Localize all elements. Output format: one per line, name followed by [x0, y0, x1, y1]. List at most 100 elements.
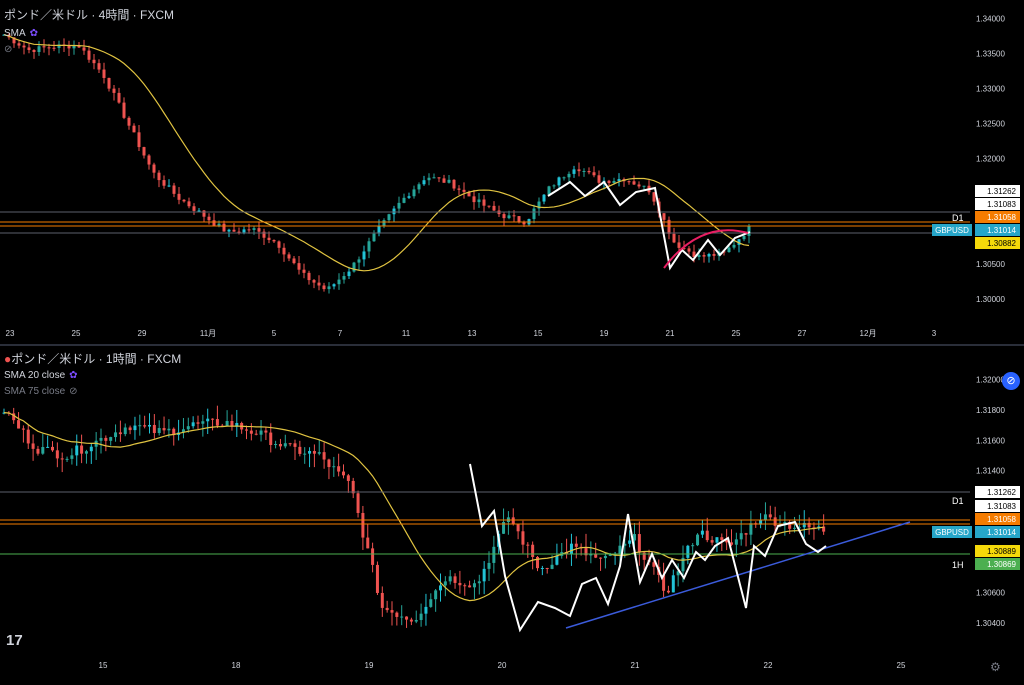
candle-body: [618, 545, 622, 555]
candle-body: [128, 427, 132, 431]
candle-body: [453, 576, 457, 583]
candle-body: [734, 539, 738, 545]
candle-body: [687, 248, 691, 252]
candle-body: [414, 620, 418, 622]
sma-line: [3, 34, 750, 272]
candle-body: [201, 421, 205, 424]
candle-body: [477, 581, 481, 584]
x-tick-label: 27: [798, 329, 807, 338]
y-tick-label: 1.31800: [976, 406, 1005, 415]
candle-body: [672, 233, 676, 243]
drawing-tool-icon[interactable]: ⊘: [1002, 372, 1020, 390]
candle-body: [725, 539, 729, 543]
y-tick-label: 1.30600: [976, 588, 1005, 597]
candle-body: [707, 254, 711, 257]
y-tick-label: 1.32000: [976, 375, 1005, 384]
x-tick-label: 19: [365, 661, 374, 670]
chart-title-1h: ●ポンド／米ドル · 1時間 · FXCM: [4, 352, 182, 366]
candle-body: [686, 545, 690, 558]
candle-body: [143, 425, 147, 427]
settings-icon[interactable]: ✿: [29, 28, 39, 39]
candle-body: [262, 231, 266, 238]
eye-hidden-icon[interactable]: ⊘: [69, 386, 78, 397]
candle-body: [417, 184, 421, 190]
candle-body: [167, 185, 171, 187]
candle-body: [272, 240, 276, 242]
candle-body: [385, 607, 389, 611]
candle-body: [52, 47, 56, 49]
candle-body: [259, 430, 263, 435]
candle-body: [277, 241, 281, 248]
x-tick-label: 19: [600, 329, 609, 338]
chart-pane-4h[interactable]: 1.340001.335001.330001.325001.320001.315…: [0, 0, 1024, 345]
candle-body: [482, 199, 486, 206]
candle-body: [342, 471, 345, 476]
indicator-sma75-1h[interactable]: SMA 75 close ⊘: [4, 386, 78, 397]
candle-body: [467, 191, 471, 197]
candle-body: [152, 164, 156, 173]
indicator-label: SMA 20 close: [4, 370, 66, 381]
chart-4h-canvas[interactable]: 1.340001.335001.330001.325001.320001.315…: [0, 0, 1024, 345]
candle-body: [377, 226, 381, 234]
y-tick-label: 1.30400: [976, 619, 1005, 628]
chart-pane-1h[interactable]: 1.32000 1.31800 1.31600 1.31400 1.30600 1.304…: [0, 346, 1024, 685]
candle-body: [127, 117, 131, 126]
candle-body: [407, 196, 411, 198]
candle-body: [452, 179, 456, 189]
candle-body: [587, 171, 591, 173]
candle-body: [597, 175, 601, 183]
candle-body: [227, 229, 231, 232]
x-tick-label: 12月: [860, 329, 877, 338]
candle-body: [267, 237, 271, 241]
candle-body: [700, 530, 704, 535]
candle-body: [317, 282, 321, 286]
candle-body: [337, 466, 341, 472]
indicator-sma20-1h[interactable]: SMA 20 close ✿: [4, 370, 78, 381]
price-tag-label: 1.31014: [987, 226, 1016, 235]
candle-body: [99, 437, 103, 441]
candle-body: [652, 192, 656, 202]
settings-icon[interactable]: ✿: [69, 370, 78, 381]
candle-body: [807, 522, 811, 528]
candle-body: [517, 216, 521, 222]
candle-body: [104, 437, 108, 441]
chart-1h-canvas[interactable]: 1.32000 1.31800 1.31600 1.31400 1.30600 1.304…: [0, 346, 1024, 685]
candle-body: [142, 147, 146, 156]
candle-body: [192, 206, 196, 211]
candle-body: [550, 564, 554, 569]
y-tick-label: 1.32000: [976, 155, 1005, 164]
candle-body: [133, 425, 137, 431]
candle-body: [187, 201, 191, 207]
candle-body: [574, 543, 578, 547]
x-tick-label: 25: [72, 329, 81, 338]
price-tag: [975, 526, 1020, 538]
candle-body: [522, 221, 526, 225]
candle-body: [400, 616, 404, 618]
candle-body: [382, 220, 386, 227]
candle-body: [27, 47, 31, 51]
candle-body: [303, 453, 307, 455]
candle-body: [332, 466, 336, 468]
candle-body: [712, 254, 716, 256]
candle-body: [132, 125, 136, 133]
candle-body: [537, 201, 541, 209]
candle-body: [671, 575, 675, 593]
candle-body: [531, 544, 535, 557]
candle-body: [516, 524, 520, 532]
pane-divider[interactable]: [0, 344, 1024, 346]
candle-body: [569, 543, 573, 554]
candle-body: [51, 446, 54, 451]
candle-body: [97, 63, 101, 70]
candle-body: [92, 59, 96, 64]
gear-icon[interactable]: ⚙: [990, 660, 1001, 674]
candle-body: [302, 269, 306, 273]
candle-body: [419, 613, 423, 621]
candle-body: [84, 451, 88, 454]
indicator-sma-4h[interactable]: SMA ✿: [4, 28, 38, 39]
candle-body: [487, 562, 491, 569]
candle-body: [802, 522, 806, 528]
candle-body: [37, 46, 41, 52]
eye-hidden-icon[interactable]: ⊘: [4, 44, 13, 55]
candle-body: [292, 258, 296, 264]
candle-body: [662, 213, 666, 220]
